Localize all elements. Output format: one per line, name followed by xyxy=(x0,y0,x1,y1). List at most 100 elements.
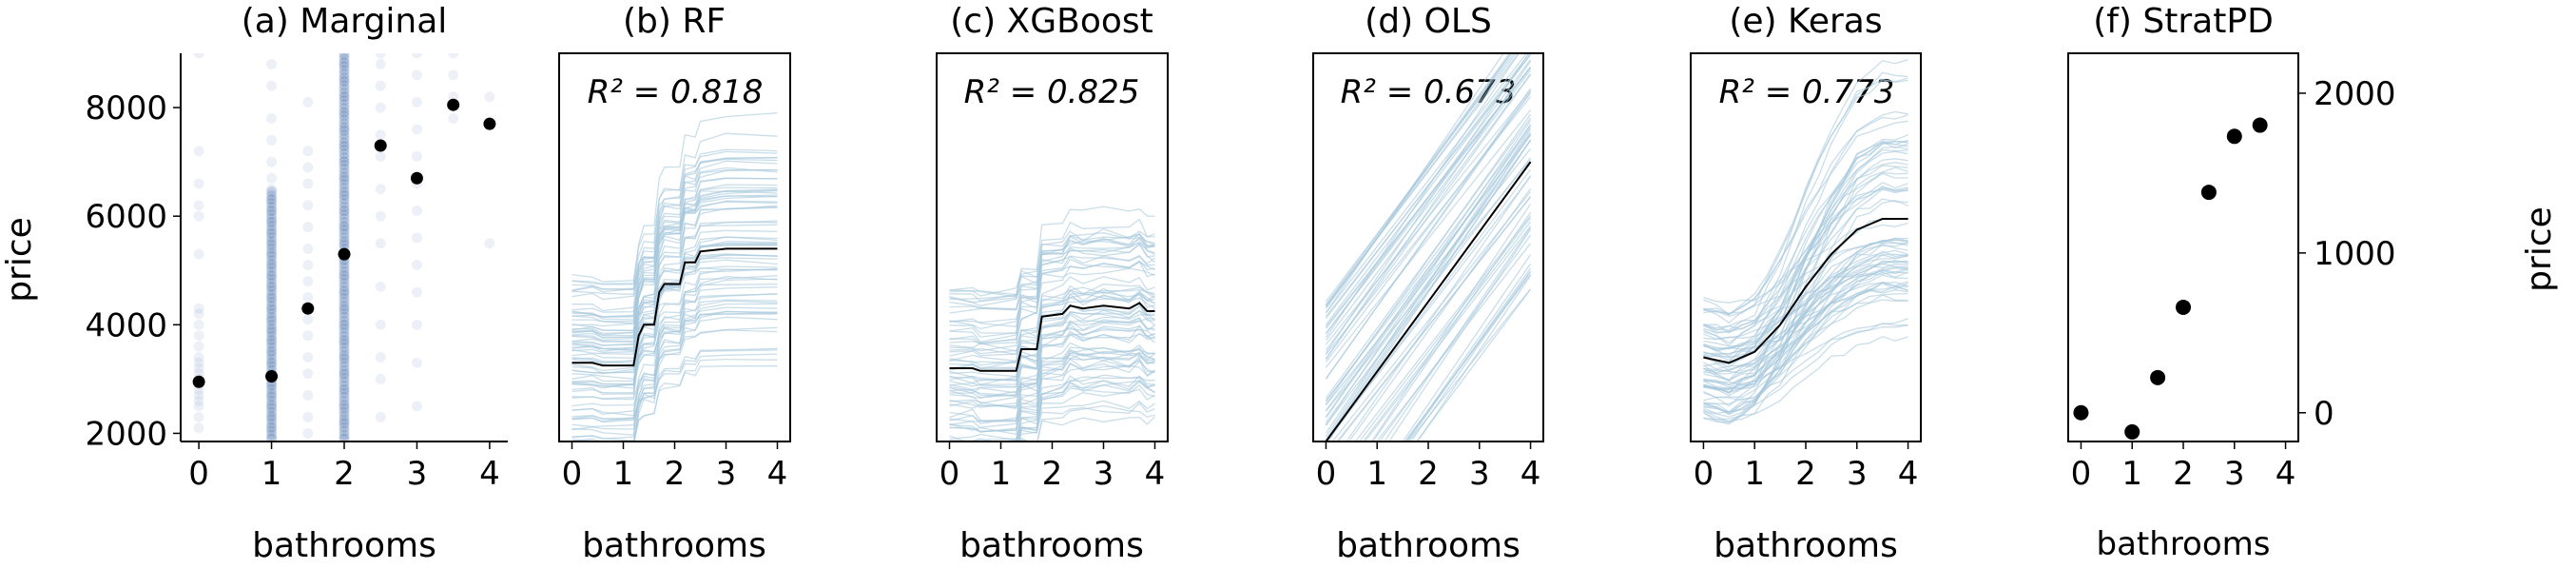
marginal-point xyxy=(266,184,278,195)
ice-curve xyxy=(1016,381,1155,441)
ice-curve xyxy=(1017,384,1155,441)
ice-curve xyxy=(949,304,1155,399)
ice-curve xyxy=(571,347,778,423)
marginal-point xyxy=(266,80,278,91)
marginal-point xyxy=(266,186,278,198)
plot-area-d xyxy=(1325,53,1532,441)
marginal-point xyxy=(193,341,204,352)
ice-curve xyxy=(949,206,1155,301)
xtick-label-e-1: 1 xyxy=(1744,455,1765,493)
ice-curve xyxy=(1402,254,1532,441)
ice-curve xyxy=(571,220,778,383)
marginal-point xyxy=(339,222,350,233)
marginal-point xyxy=(375,102,386,113)
ice-curve xyxy=(1703,239,1908,352)
ice-curve xyxy=(571,167,778,343)
marginal-point xyxy=(266,224,278,235)
marginal-point xyxy=(266,342,278,353)
ice-curve xyxy=(1416,275,1532,441)
marginal-point xyxy=(339,368,350,380)
marginal-point xyxy=(339,212,350,224)
marginal-point xyxy=(266,353,278,364)
marginal-point xyxy=(302,314,314,325)
marginal-point xyxy=(193,395,204,406)
marginal-point xyxy=(339,201,350,212)
marginal-point xyxy=(266,270,278,282)
marginal-point xyxy=(266,391,278,402)
ice-curve xyxy=(949,242,1155,296)
marginal-point xyxy=(302,292,314,304)
ice-curve xyxy=(1703,77,1908,316)
ice-curve xyxy=(1383,226,1532,441)
marginal-point xyxy=(266,260,278,271)
marginal-point xyxy=(339,179,350,190)
ice-curve xyxy=(1325,127,1532,419)
ytick-label-a-8000: 8000 xyxy=(85,89,167,128)
marginal-point xyxy=(193,401,204,412)
marginal-point xyxy=(339,58,350,69)
marginal-point xyxy=(339,361,350,372)
ice-curve xyxy=(1407,288,1532,441)
marginal-mean-point xyxy=(338,247,351,261)
marginal-point xyxy=(266,248,278,260)
marginal-point xyxy=(266,227,278,239)
marginal-point xyxy=(266,395,278,406)
marginal-point xyxy=(339,315,350,326)
marginal-point xyxy=(266,314,278,325)
marginal-point xyxy=(266,425,278,437)
marginal-point xyxy=(193,319,204,330)
marginal-point xyxy=(339,265,350,277)
ice-curve xyxy=(1703,217,1908,375)
marginal-point xyxy=(339,330,350,342)
stratpd-point xyxy=(2200,185,2217,201)
ice-curve xyxy=(1018,416,1155,441)
marginal-point xyxy=(266,292,278,304)
marginal-mean-point xyxy=(265,370,279,383)
marginal-point xyxy=(339,164,350,175)
marginal-point xyxy=(266,205,278,216)
marginal-point xyxy=(266,201,278,212)
marginal-point xyxy=(266,402,278,414)
marginal-point xyxy=(339,72,350,84)
marginal-point xyxy=(339,376,350,387)
marginal-point xyxy=(339,335,350,346)
marginal-point xyxy=(193,389,204,401)
marginal-point xyxy=(411,357,422,368)
marginal-point xyxy=(411,69,422,81)
ice-curve xyxy=(949,318,1155,422)
marginal-point xyxy=(411,205,422,216)
marginal-point xyxy=(302,411,314,422)
marginal-point xyxy=(339,338,350,349)
marginal-point xyxy=(339,235,350,246)
marginal-point xyxy=(339,387,350,399)
ice-curve xyxy=(1325,125,1532,402)
marginal-point xyxy=(193,422,204,434)
marginal-point xyxy=(339,425,350,437)
xtick-label-e-0: 0 xyxy=(1694,455,1714,493)
marginal-point xyxy=(339,410,350,422)
ice-curve xyxy=(571,132,778,312)
marginal-point xyxy=(339,357,350,368)
marginal-point xyxy=(266,277,278,288)
marginal-point xyxy=(339,319,350,330)
marginal-point xyxy=(266,361,278,372)
ice-curve xyxy=(949,348,1155,410)
ice-curve xyxy=(1703,271,1908,356)
marginal-point xyxy=(266,235,278,246)
marginal-point xyxy=(266,399,278,410)
marginal-point xyxy=(339,231,350,243)
marginal-point xyxy=(266,58,278,69)
marginal-point xyxy=(302,222,314,233)
ice-curve xyxy=(1325,147,1532,406)
marginal-mean-point xyxy=(192,375,205,388)
marginal-point xyxy=(266,383,278,395)
marginal-point xyxy=(484,238,495,249)
marginal-point xyxy=(339,183,350,194)
plot-area-b xyxy=(571,112,778,441)
marginal-point xyxy=(266,389,278,401)
xtick-label-e-2: 2 xyxy=(1795,455,1816,493)
ice-curve xyxy=(949,232,1155,297)
plot-area-e xyxy=(1703,58,1908,425)
marginal-point xyxy=(339,353,350,364)
xtick-label-a-2: 2 xyxy=(334,455,355,493)
